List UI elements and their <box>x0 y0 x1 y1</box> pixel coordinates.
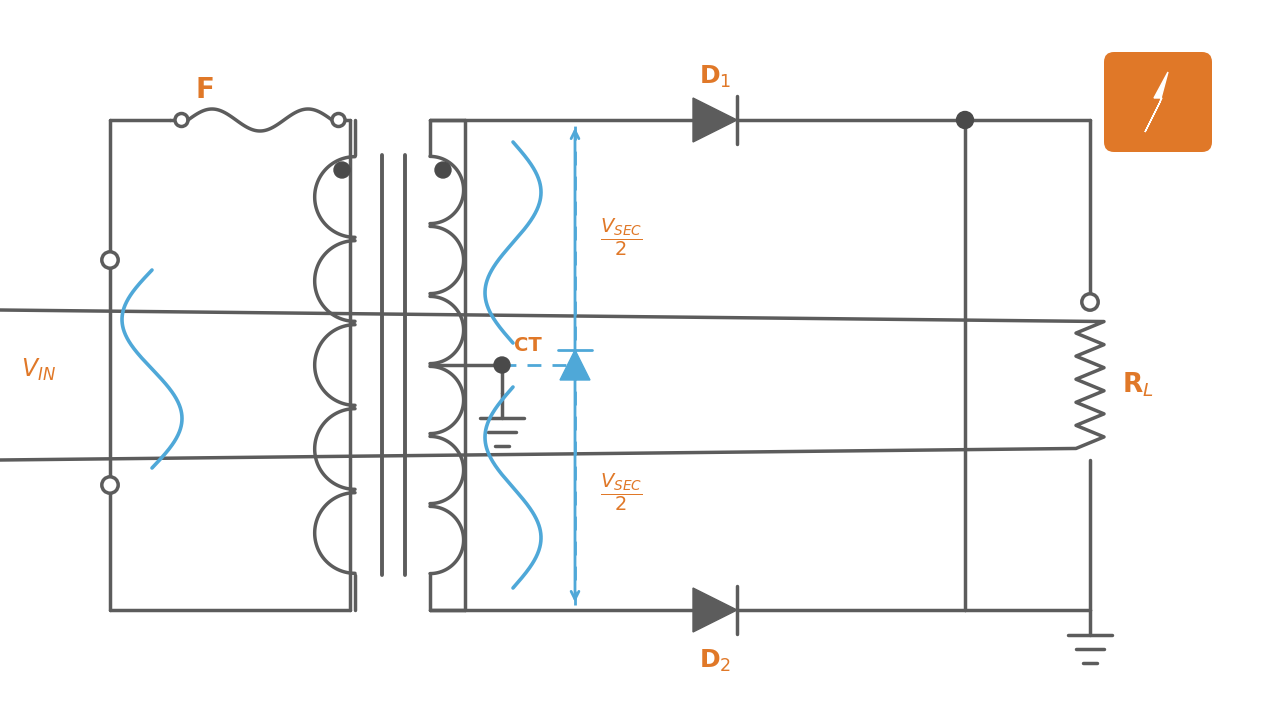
FancyBboxPatch shape <box>1103 52 1212 152</box>
Circle shape <box>956 112 974 128</box>
Text: F: F <box>196 76 215 104</box>
Polygon shape <box>692 588 737 632</box>
Text: $\dfrac{V_{SEC}}{2}$: $\dfrac{V_{SEC}}{2}$ <box>600 217 643 258</box>
Text: R$_L$: R$_L$ <box>1123 371 1153 400</box>
Circle shape <box>175 114 188 127</box>
Text: D$_2$: D$_2$ <box>699 648 731 674</box>
Text: D$_1$: D$_1$ <box>699 64 731 90</box>
Polygon shape <box>1146 72 1167 132</box>
Circle shape <box>494 357 509 373</box>
Circle shape <box>334 162 349 178</box>
Text: $\mathit{V}_{IN}$: $\mathit{V}_{IN}$ <box>20 357 55 383</box>
Polygon shape <box>559 350 590 380</box>
Circle shape <box>435 162 451 178</box>
Circle shape <box>102 477 118 493</box>
Text: $\dfrac{V_{SEC}}{2}$: $\dfrac{V_{SEC}}{2}$ <box>600 472 643 513</box>
Polygon shape <box>692 98 737 142</box>
Circle shape <box>1082 294 1098 310</box>
Circle shape <box>102 252 118 269</box>
Circle shape <box>332 114 346 127</box>
Text: CT: CT <box>515 336 541 355</box>
